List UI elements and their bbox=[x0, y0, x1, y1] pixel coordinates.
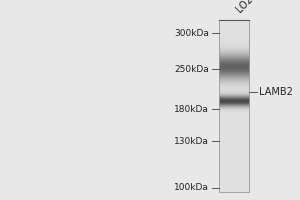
Text: 250kDa: 250kDa bbox=[174, 64, 209, 73]
Text: 100kDa: 100kDa bbox=[174, 184, 209, 192]
Bar bbox=[219, 20, 249, 192]
Text: LAMB2: LAMB2 bbox=[259, 87, 293, 97]
Text: 300kDa: 300kDa bbox=[174, 28, 209, 38]
Text: LO2: LO2 bbox=[234, 0, 254, 14]
Text: 130kDa: 130kDa bbox=[174, 136, 209, 146]
Text: 180kDa: 180kDa bbox=[174, 104, 209, 114]
